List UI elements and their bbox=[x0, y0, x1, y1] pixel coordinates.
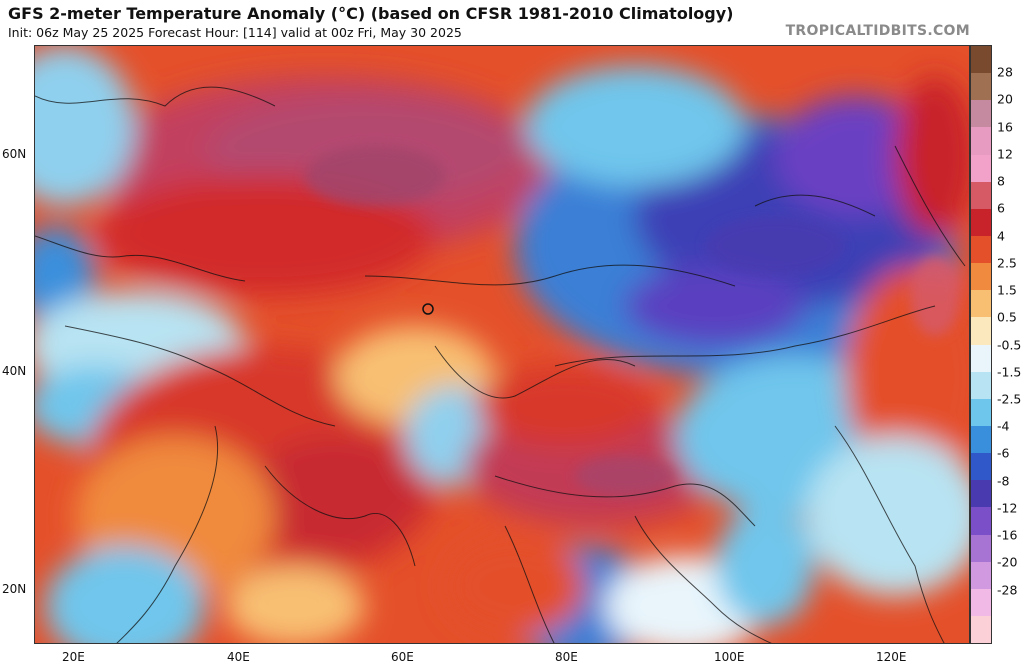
colorbar-swatch bbox=[971, 480, 991, 508]
colorbar-swatch bbox=[971, 317, 991, 345]
colorbar-label: -12 bbox=[997, 500, 1018, 516]
forecast-subtitle: Init: 06z May 25 2025 Forecast Hour: [11… bbox=[8, 25, 462, 40]
colorbar-label: -0.5 bbox=[997, 337, 1022, 352]
colorbar-swatch bbox=[971, 344, 991, 372]
lon-label-120e: 120E bbox=[876, 650, 907, 664]
colorbar-label: 16 bbox=[997, 119, 1013, 135]
colorbar-swatch bbox=[971, 127, 991, 155]
colorbar-swatch bbox=[971, 73, 991, 101]
colorbar-label: -28 bbox=[997, 582, 1018, 598]
anomaly-map bbox=[34, 45, 970, 644]
colorbar-label: -2.5 bbox=[997, 391, 1022, 407]
anomaly-field bbox=[35, 46, 969, 643]
colorbar-swatch bbox=[971, 100, 991, 128]
colorbar-swatch bbox=[971, 181, 991, 209]
lon-label-40e: 40E bbox=[227, 650, 250, 664]
colorbar-label: -8 bbox=[997, 473, 1010, 489]
colorbar-label: 6 bbox=[997, 200, 1005, 216]
lat-label-20n: 20N bbox=[2, 582, 27, 596]
colorbar-swatch bbox=[971, 290, 991, 318]
source-watermark: TROPICALTIDBITS.COM bbox=[785, 23, 970, 39]
lon-label-80e: 80E bbox=[555, 650, 578, 664]
colorbar-swatch bbox=[971, 534, 991, 562]
colorbar-label: 0.5 bbox=[997, 309, 1017, 325]
colorbar-label: 4 bbox=[997, 228, 1005, 244]
colorbar-swatch bbox=[971, 235, 991, 264]
colorbar-label: 12 bbox=[997, 146, 1013, 162]
lat-label-60n: 60N bbox=[2, 147, 27, 161]
colorbar-label: 2.5 bbox=[997, 255, 1017, 271]
colorbar-label: 1.5 bbox=[997, 282, 1017, 298]
colorbar-swatch bbox=[971, 263, 991, 291]
colorbar-swatch bbox=[971, 46, 991, 74]
map-title: GFS 2-meter Temperature Anomaly (°C) (ba… bbox=[8, 4, 734, 23]
colorbar-label: -1.5 bbox=[997, 364, 1022, 380]
colorbar-label: 20 bbox=[997, 91, 1013, 107]
colorbar-swatch bbox=[971, 453, 991, 481]
colorbar-swatch bbox=[971, 507, 991, 535]
colorbar-label: -16 bbox=[997, 527, 1018, 543]
lat-label-40n: 40N bbox=[2, 364, 27, 378]
colorbar-swatch bbox=[971, 371, 991, 399]
lon-label-20e: 20E bbox=[62, 650, 85, 664]
colorbar-swatch bbox=[971, 588, 991, 616]
colorbar-label: -20 bbox=[997, 554, 1018, 570]
colorbar-label: -6 bbox=[997, 445, 1010, 461]
lon-label-100e: 100E bbox=[714, 650, 745, 664]
colorbar-swatch bbox=[971, 615, 991, 644]
lon-label-60e: 60E bbox=[391, 650, 414, 664]
anomaly-colorbar bbox=[970, 45, 992, 644]
colorbar-label: -4 bbox=[997, 418, 1010, 434]
colorbar-label: 28 bbox=[997, 64, 1013, 80]
colorbar-swatch bbox=[971, 154, 991, 182]
colorbar-swatch bbox=[971, 398, 991, 426]
colorbar-swatch bbox=[971, 208, 991, 236]
colorbar-swatch bbox=[971, 425, 991, 454]
colorbar-swatch bbox=[971, 561, 991, 589]
colorbar-label: 8 bbox=[997, 173, 1005, 189]
